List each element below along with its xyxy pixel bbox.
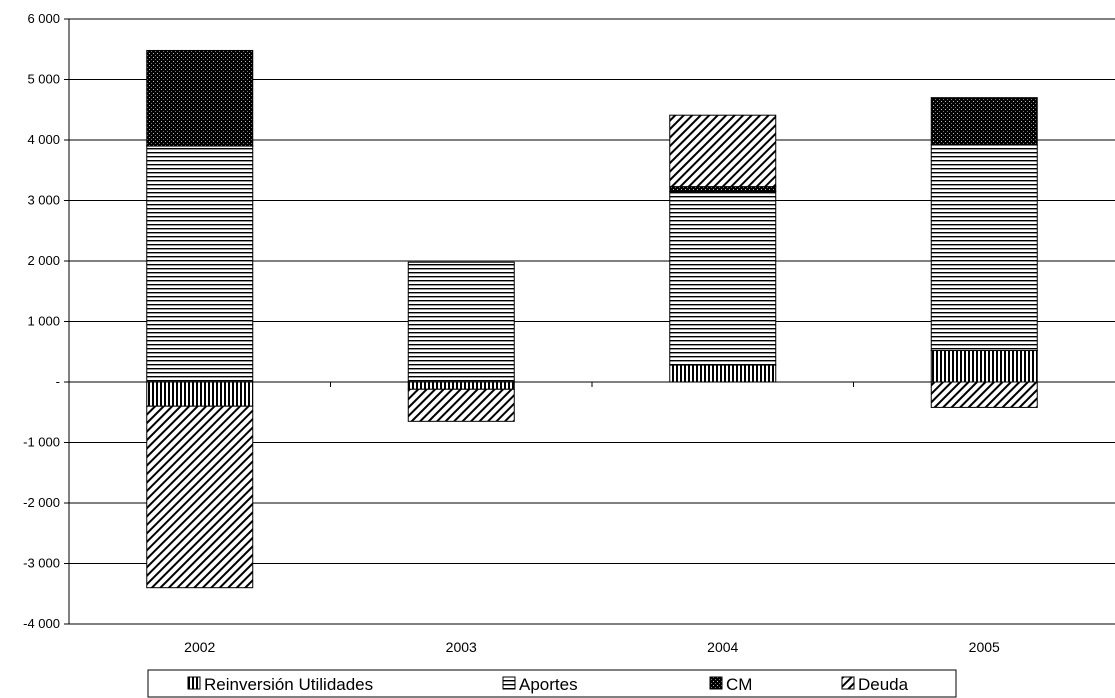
y-tick-label: - [56, 374, 60, 389]
bar-segment-horizontal-lines-2005 [930, 144, 1038, 352]
bar-segment-vertical-lines-2005 [930, 350, 1038, 383]
x-category-label: 2002 [184, 639, 215, 655]
y-tick-label: 3 000 [27, 193, 60, 208]
y-tick-label: -4 000 [23, 616, 60, 631]
legend: Reinversión Utilidades Aportes CM Deuda [147, 669, 957, 698]
bar-segment-diagonal-lines-2003 [407, 388, 515, 422]
x-category-label: 2004 [707, 639, 738, 655]
x-axis-category-labels: 2002 2003 2004 2005 [184, 639, 1000, 655]
y-axis-tick-labels: 6 000 5 000 4 000 3 000 2 000 1 000 - -1 000 -2 … [23, 11, 60, 631]
y-tick-label: -3 000 [23, 556, 60, 571]
legend-swatch-diagonal-lines [841, 676, 855, 690]
bar-segment-horizontal-lines-2004 [669, 190, 777, 366]
bar-segment-dark-dots-2004 [669, 186, 777, 192]
legend-box [147, 669, 957, 698]
y-tick-label: 1 000 [27, 314, 60, 329]
bar-segment-vertical-lines-2002 [146, 381, 254, 407]
legend-label: Aportes [519, 675, 578, 694]
x-category-label: 2005 [969, 639, 1000, 655]
legend-swatch-vertical-lines [187, 676, 201, 690]
y-tick-label: 4 000 [27, 132, 60, 147]
y-tick-label: -2 000 [23, 495, 60, 510]
bar-segment-diagonal-lines-2005 [930, 381, 1038, 408]
y-tick-label: 2 000 [27, 253, 60, 268]
bar-segment-horizontal-lines-2003 [407, 261, 515, 383]
y-tick-label: -1 000 [23, 435, 60, 450]
legend-swatch-dark-dots [709, 676, 723, 690]
bar-segment-horizontal-lines-2002 [146, 145, 254, 383]
bar-segment-vertical-lines-2003 [407, 381, 515, 390]
bar-segment-vertical-lines-2004 [669, 364, 777, 383]
legend-label: Deuda [858, 675, 909, 694]
bars [146, 49, 1038, 589]
legend-label: CM [726, 675, 752, 694]
legend-label: Reinversión Utilidades [204, 675, 373, 694]
x-category-label: 2003 [446, 639, 477, 655]
y-tick-label: 5 000 [27, 72, 60, 87]
bar-segment-diagonal-lines-2002 [146, 405, 254, 589]
bar-segment-dark-dots-2002 [146, 49, 254, 147]
y-tick-label: 6 000 [27, 11, 60, 26]
bar-segment-diagonal-lines-2004 [669, 114, 777, 188]
legend-swatch-horizontal-lines [502, 676, 516, 690]
bar-segment-dark-dots-2005 [930, 97, 1038, 146]
